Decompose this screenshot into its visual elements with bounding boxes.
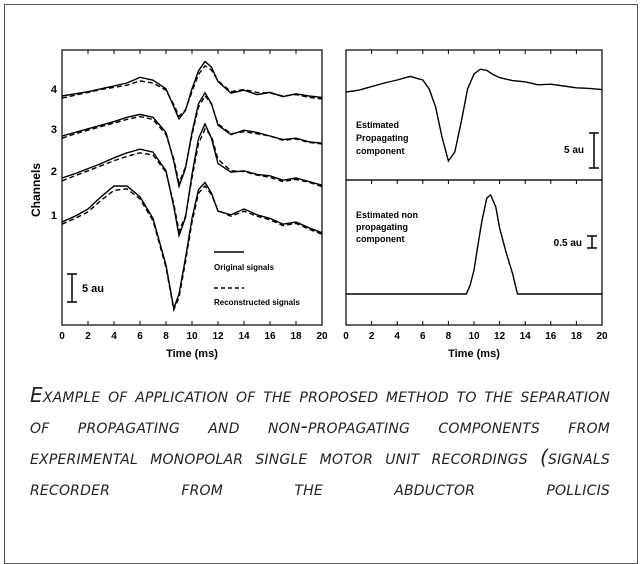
x-tick-label: 20 (596, 331, 608, 342)
right-top-plot-area (345, 49, 603, 181)
x-tick-label: 4 (394, 331, 400, 342)
signal-trace-ch4-original (61, 60, 323, 121)
figure-caption: Example of application of the proposed m… (30, 383, 610, 500)
panel-label-propagating: component (356, 146, 405, 156)
x-tick-label: 14 (238, 331, 250, 342)
x-tick-label: 8 (163, 331, 169, 342)
panel-label-propagating: Estimated (356, 120, 399, 130)
signal-trace-ch1-reconstructed (61, 184, 323, 313)
x-tick-label: 10 (186, 331, 198, 342)
propagating-component-trace (345, 68, 603, 163)
x-tick-label: 12 (494, 331, 506, 342)
channel-label: 3 (51, 124, 57, 136)
x-tick-label: 18 (571, 331, 583, 342)
x-tick-label: 8 (446, 331, 452, 342)
signal-trace-ch2-reconstructed (61, 127, 323, 234)
x-tick-label: 4 (111, 331, 117, 342)
x-tick-label: 2 (85, 331, 91, 342)
legend-label: Original signals (214, 263, 275, 272)
figure-canvas: 4 3 2 1 Channels 5 au Original signals Reconstr… (29, 49, 608, 360)
x-tick-label: 0 (59, 331, 65, 342)
panel-label-propagating: Propagating (356, 133, 409, 143)
panel-label-non-propagating: Estimated non (356, 210, 418, 220)
channel-label: 2 (51, 166, 57, 178)
channel-label: 4 (51, 84, 58, 96)
panel-label-non-propagating: propagating (356, 222, 408, 232)
channel-label: 1 (51, 210, 57, 222)
x-tick-label: 16 (264, 331, 276, 342)
scale-bar-label: 0.5 au (554, 238, 582, 249)
signal-trace-ch1-original (61, 181, 323, 312)
x-tick-label: 20 (316, 331, 328, 342)
x-tick-label: 16 (545, 331, 557, 342)
right-bottom-plot-area (345, 179, 603, 326)
x-tick-label: 18 (290, 331, 302, 342)
scale-bar-label: 5 au (564, 145, 584, 156)
x-tick-label: 6 (420, 331, 426, 342)
panel-label-non-propagating: component (356, 234, 405, 244)
scale-bar-label: 5 au (82, 283, 104, 295)
x-tick-label: 14 (520, 331, 532, 342)
x-axis-label: Time (ms) (166, 348, 218, 360)
x-tick-label: 10 (468, 331, 480, 342)
x-tick-label: 12 (212, 331, 224, 342)
x-axis-label: Time (ms) (448, 348, 500, 360)
legend-label: Reconstructed signals (214, 298, 300, 307)
x-tick-label: 0 (343, 331, 349, 342)
x-tick-label: 2 (369, 331, 375, 342)
y-axis-label: Channels (29, 163, 43, 217)
non-propagating-component-trace (346, 193, 602, 295)
x-tick-label: 6 (137, 331, 143, 342)
